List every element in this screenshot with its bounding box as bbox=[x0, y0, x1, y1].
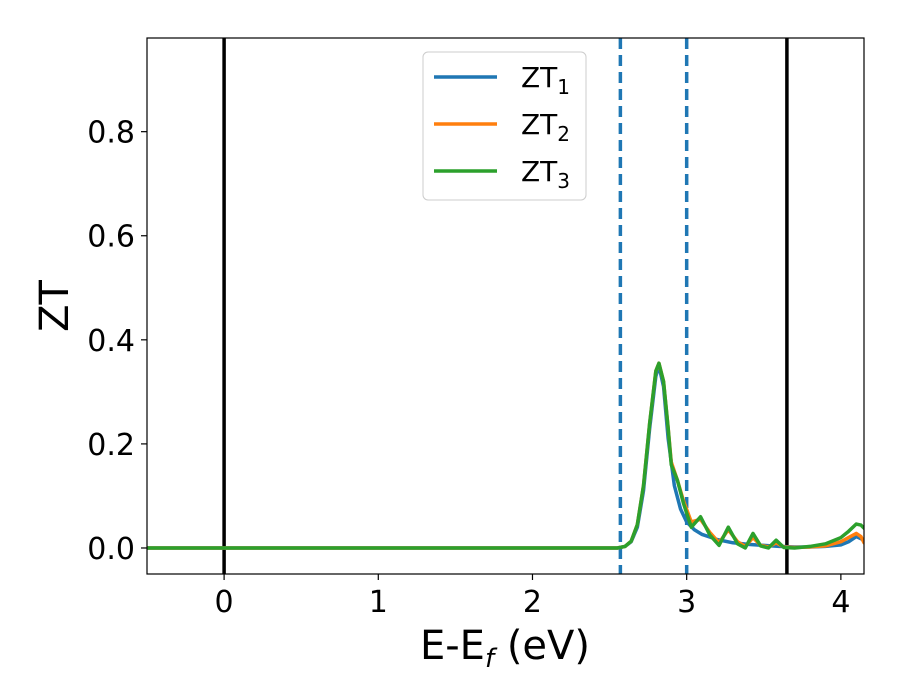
series-line-zt3 bbox=[147, 361, 864, 550]
x-tick-label: 0 bbox=[215, 585, 234, 620]
y-axis-label: ZT bbox=[32, 280, 78, 332]
y-tick-label: 0.6 bbox=[87, 220, 135, 255]
plot-frame bbox=[146, 37, 865, 575]
reference-lines bbox=[222, 38, 789, 574]
x-axis-ticks: 0 1 2 3 4 bbox=[215, 574, 850, 620]
legend-label-zt3: ZT3 bbox=[521, 155, 570, 193]
x-tick-label: 4 bbox=[831, 585, 850, 620]
y-tick-label: 0.0 bbox=[87, 532, 135, 567]
legend-label-zt2: ZT2 bbox=[521, 108, 570, 146]
y-axis-ticks: 0.0 0.2 0.4 0.6 0.8 bbox=[87, 116, 147, 567]
legend: ZT1 ZT2 ZT3 bbox=[422, 51, 587, 201]
series-lines bbox=[147, 361, 864, 550]
x-tick-label: 2 bbox=[523, 585, 542, 620]
y-tick-label: 0.2 bbox=[87, 428, 135, 463]
legend-box bbox=[422, 51, 587, 201]
y-tick-label: 0.4 bbox=[87, 324, 135, 359]
x-tick-label: 1 bbox=[369, 585, 388, 620]
legend-label-zt1: ZT1 bbox=[521, 61, 570, 99]
y-tick-label: 0.8 bbox=[87, 116, 135, 151]
x-axis-label: E-Ef (eV) bbox=[420, 623, 590, 674]
x-tick-label: 3 bbox=[677, 585, 696, 620]
